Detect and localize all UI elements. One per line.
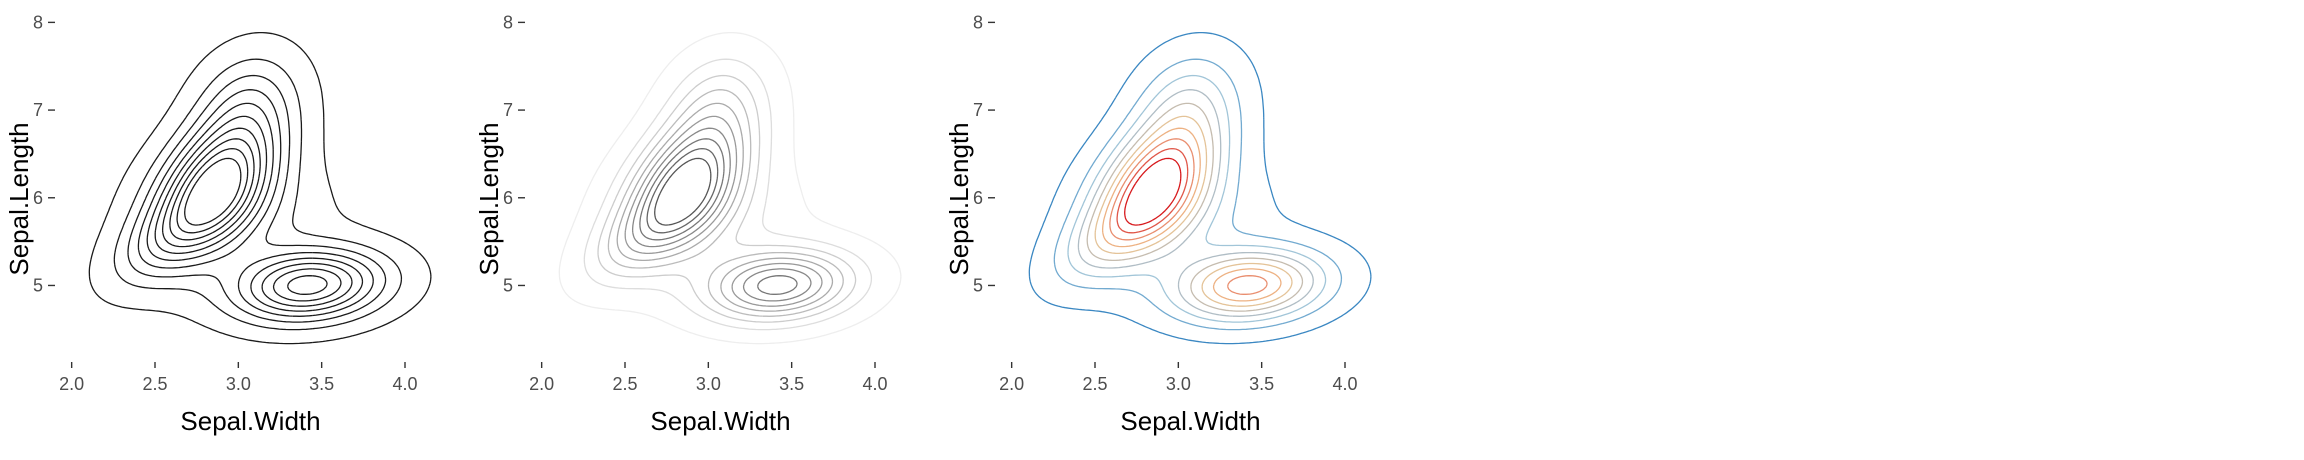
x-tick-label: 2.0 <box>529 374 554 394</box>
x-tick-label: 2.0 <box>59 374 84 394</box>
y-tick-label: 6 <box>503 188 513 208</box>
x-tick-label: 2.0 <box>999 374 1024 394</box>
contour-level-3 <box>1067 74 1327 323</box>
x-tick-label: 2.5 <box>612 374 637 394</box>
contour-level-6 <box>1094 115 1293 307</box>
contour-lines <box>88 31 432 345</box>
x-tick-label: 3.5 <box>779 374 804 394</box>
contour-level-7 <box>1101 127 1282 302</box>
contour-level-8 <box>169 138 328 295</box>
contour-level-2 <box>1053 58 1343 331</box>
x-axis-title: Sepal.Width <box>1120 406 1260 436</box>
contour-level-6 <box>154 115 353 307</box>
x-axis-title: Sepal.Width <box>180 406 320 436</box>
contour-level-10 <box>184 157 242 226</box>
x-tick-label: 2.5 <box>142 374 167 394</box>
panel-grey-contours: 2.0 2.5 3.0 3.5 4.0 5 6 7 8 Sepal.Width Sepal.Leng… <box>474 12 902 436</box>
y-tick-label: 8 <box>33 12 43 32</box>
y-tick-label: 5 <box>503 275 513 295</box>
y-tick-label: 8 <box>503 12 513 32</box>
contour-level-4 <box>1077 89 1314 317</box>
x-tick-label: 3.5 <box>309 374 334 394</box>
contour-level-9 <box>176 147 249 234</box>
y-tick-label: 5 <box>33 275 43 295</box>
y-axis-title: Sepal.Length <box>944 122 974 275</box>
contour-level-5 <box>616 102 834 312</box>
contour-lines <box>558 31 902 345</box>
x-tick-label: 4.0 <box>392 374 417 394</box>
contour-level-4 <box>137 89 374 317</box>
y-tick-label: 6 <box>973 188 983 208</box>
contour-level-1 <box>1028 31 1372 345</box>
contour-level-8 <box>639 138 798 295</box>
contour-level-2 <box>113 58 403 331</box>
contour-level-10 <box>1124 157 1182 226</box>
x-tick-label: 4.0 <box>1332 374 1357 394</box>
y-axis-title: Sepal.Length <box>474 122 504 275</box>
x-tick-label: 4.0 <box>862 374 887 394</box>
contour-lines <box>1028 31 1372 345</box>
x-tick-label: 3.5 <box>1249 374 1274 394</box>
x-tick-label: 2.5 <box>1082 374 1107 394</box>
contour-level-1 <box>558 31 902 345</box>
contour-level-8 <box>1109 138 1268 295</box>
panel-color-contours: 2.0 2.5 3.0 3.5 4.0 5 6 7 8 Sepal.Width Sepal.Leng… <box>944 12 1372 436</box>
x-tick-label: 3.0 <box>696 374 721 394</box>
contour-level-9 <box>1116 147 1189 234</box>
panel-black-contours: 2.0 2.5 3.0 3.5 4.0 5 6 7 8 Sepal.Width Sepal.Leng… <box>4 12 432 436</box>
y-tick-label: 5 <box>973 275 983 295</box>
x-axis-title: Sepal.Width <box>650 406 790 436</box>
y-tick-label: 7 <box>33 100 43 120</box>
contour-level-5 <box>1086 102 1304 312</box>
contour-level-6 <box>624 115 823 307</box>
contour-level-2 <box>583 58 873 331</box>
y-axis-title: Sepal.Length <box>4 122 34 275</box>
contour-level-3 <box>127 74 387 323</box>
contour-level-1 <box>88 31 432 345</box>
x-tick-label: 3.0 <box>1166 374 1191 394</box>
y-tick-label: 6 <box>33 188 43 208</box>
y-tick-label: 7 <box>503 100 513 120</box>
y-tick-label: 8 <box>973 12 983 32</box>
contour-level-9 <box>646 147 719 234</box>
x-tick-label: 3.0 <box>226 374 251 394</box>
contour-level-4 <box>607 89 844 317</box>
y-tick-label: 7 <box>973 100 983 120</box>
contour-level-7 <box>161 127 342 302</box>
contour-level-5 <box>146 102 364 312</box>
contour-level-3 <box>597 74 857 323</box>
contour-level-10 <box>654 157 712 226</box>
contour-level-7 <box>631 127 812 302</box>
